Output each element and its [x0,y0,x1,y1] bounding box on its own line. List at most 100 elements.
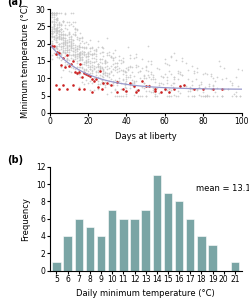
Point [213,78,217,83]
Point [52,11,56,16]
Bar [63,236,72,271]
Point [199,80,203,85]
Point [121,71,125,76]
Point [151,88,155,92]
Point [56,26,60,30]
Point [54,44,58,49]
Point [88,74,92,79]
Point [201,87,205,92]
Point [50,41,54,46]
Point [159,90,163,95]
Point [88,67,92,72]
Point [96,67,100,72]
Point [63,37,67,42]
Point [50,19,54,23]
Point [67,29,71,34]
Point [98,76,102,81]
Point [61,35,65,40]
Point [59,50,63,55]
Point [90,44,94,49]
Point [92,88,96,93]
Point [57,34,62,39]
Point [56,16,60,21]
Point [96,61,100,66]
Point [121,76,125,81]
Point [180,59,184,64]
Point [78,56,82,61]
Point [82,40,86,45]
Point [57,28,62,33]
Point [121,67,125,72]
Point [54,26,58,30]
Point [50,57,54,62]
Point [65,27,69,32]
Point [102,45,106,50]
Point [54,10,58,15]
Point [193,76,197,81]
Point [54,52,58,57]
Point [111,57,115,62]
Point [86,57,90,61]
Point [84,40,88,45]
Point [163,60,167,65]
Point [57,47,62,52]
Point [151,74,155,79]
Point [153,86,157,91]
Point [157,83,161,88]
Bar [75,219,83,271]
Point [67,47,71,52]
Point [113,67,117,72]
Point [147,83,151,88]
Point [96,64,100,69]
Point [69,10,73,15]
Point [69,34,73,39]
Point [59,36,63,40]
Point [197,85,201,90]
Point [80,54,84,59]
Point [188,87,192,92]
Point [144,93,148,98]
Point [61,19,65,24]
Point [77,54,81,58]
Point [77,47,81,51]
Point [151,76,155,81]
Point [67,20,71,25]
Point [61,29,65,33]
Point [77,86,81,91]
Point [71,56,75,61]
Point [123,81,126,86]
Point [61,48,65,53]
Point [61,40,65,45]
Point [59,43,63,48]
Point [109,55,113,60]
Point [56,22,60,27]
Point [61,50,65,55]
Point [201,93,205,98]
Point [84,71,88,76]
Point [128,83,132,88]
Point [63,50,67,55]
Point [117,76,121,81]
Point [167,63,171,68]
Point [105,52,109,57]
Point [78,50,82,54]
Point [73,26,77,31]
Point [86,68,90,73]
Point [61,36,65,40]
Point [90,51,94,56]
Point [144,83,148,88]
Point [121,93,125,98]
Point [84,61,88,66]
Point [80,48,84,53]
Point [57,35,62,40]
Point [98,59,102,64]
Point [54,51,58,56]
Point [130,81,134,86]
Point [94,54,98,58]
Point [67,52,71,57]
Point [59,29,63,34]
Point [52,16,56,21]
Point [54,27,58,32]
Point [71,10,75,15]
Point [100,66,104,71]
